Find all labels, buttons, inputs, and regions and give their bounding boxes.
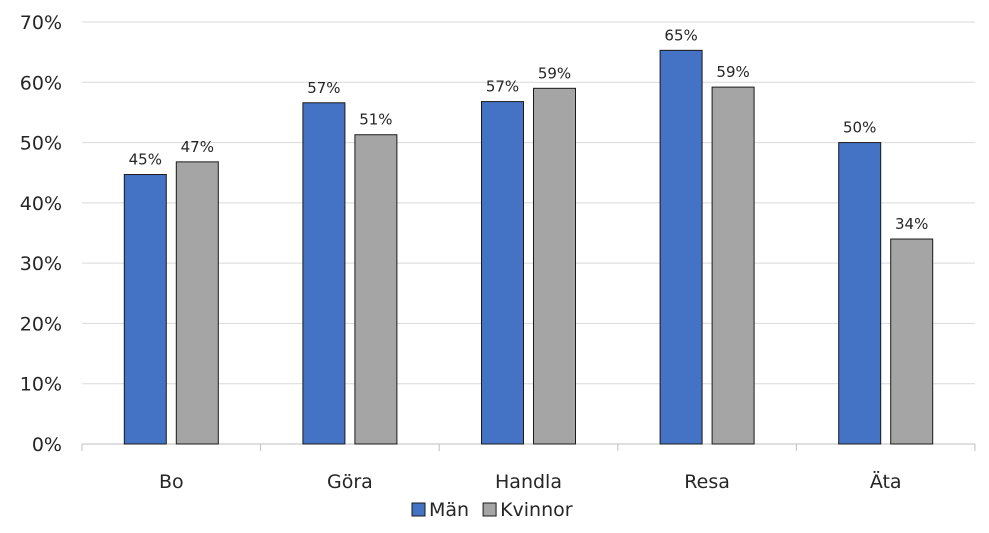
bar-kvinnor <box>533 87 576 445</box>
bars <box>123 49 934 445</box>
y-tick-label: 50% <box>20 133 62 155</box>
y-tick-label: 40% <box>20 193 62 215</box>
data-label: 57% <box>307 79 340 97</box>
bar-kvinnor <box>890 238 934 445</box>
legend-label: Kvinnor <box>500 499 573 521</box>
bar-män <box>659 49 703 445</box>
bar-män <box>123 174 167 445</box>
x-category-label: Handla <box>495 471 562 493</box>
bar-kvinnor <box>354 134 398 445</box>
y-tick-label: 60% <box>20 72 62 94</box>
data-label: 45% <box>129 151 162 169</box>
data-label: 57% <box>486 78 519 96</box>
y-tick-label: 30% <box>20 253 62 275</box>
x-category-label: Bo <box>159 471 184 493</box>
x-category-label: Resa <box>684 471 730 493</box>
data-label: 59% <box>538 64 571 82</box>
y-tick-label: 0% <box>32 434 62 456</box>
bar-män <box>302 102 346 445</box>
data-label: 51% <box>359 111 392 129</box>
bar-kvinnor <box>711 86 755 445</box>
y-tick-label: 20% <box>20 313 62 335</box>
x-category-label: Äta <box>870 470 902 493</box>
legend: Män Kvinnor <box>411 499 573 521</box>
data-label: 65% <box>664 26 697 44</box>
gridlines <box>81 21 976 451</box>
legend-swatch <box>482 502 497 517</box>
legend-swatch <box>411 502 426 517</box>
x-axis-categories: Bo Göra Handla Resa Äta <box>159 470 902 493</box>
data-label: 50% <box>843 119 876 137</box>
data-label: 34% <box>895 215 928 233</box>
x-category-label: Göra <box>327 471 373 493</box>
bar-män <box>481 101 524 445</box>
legend-label: Män <box>429 499 469 521</box>
y-tick-label: 70% <box>20 12 62 34</box>
data-label: 47% <box>181 138 214 156</box>
bar-män <box>838 142 882 445</box>
y-tick-label: 10% <box>20 374 62 396</box>
data-label: 59% <box>716 63 749 81</box>
data-labels: 45% 47% 57% 51% 57% 59% 65% 59% 50% 34% <box>129 26 929 233</box>
y-axis-ticks: 0% 10% 20% 30% 40% 50% 60% 70% <box>20 12 62 456</box>
bar-kvinnor <box>175 161 219 445</box>
